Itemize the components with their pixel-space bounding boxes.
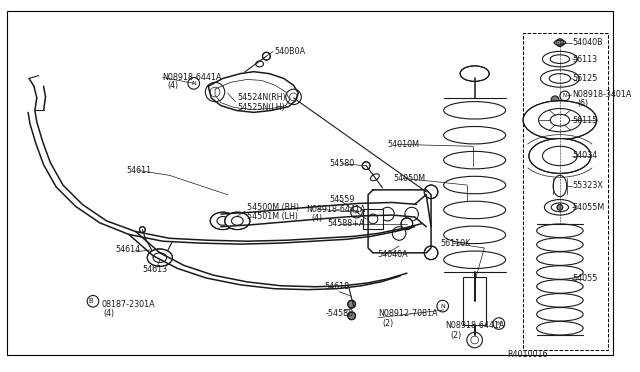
Text: 54050M: 54050M bbox=[394, 174, 426, 183]
Text: 54613: 54613 bbox=[142, 265, 168, 274]
Text: 54614: 54614 bbox=[115, 246, 140, 254]
Text: 54559: 54559 bbox=[330, 195, 355, 204]
Text: N: N bbox=[440, 304, 445, 309]
Text: (2): (2) bbox=[451, 331, 461, 340]
Text: 54611: 54611 bbox=[126, 166, 151, 175]
Text: 55323X: 55323X bbox=[573, 182, 604, 190]
Text: 54580: 54580 bbox=[330, 159, 355, 168]
Bar bbox=[463, 277, 486, 326]
Text: 54055: 54055 bbox=[573, 275, 598, 283]
Text: 54501M (LH): 54501M (LH) bbox=[247, 212, 298, 221]
Text: 54618: 54618 bbox=[324, 282, 349, 291]
Text: 56115: 56115 bbox=[573, 116, 598, 125]
Text: (6): (6) bbox=[577, 99, 588, 108]
Text: 08187-2301A: 08187-2301A bbox=[102, 300, 156, 309]
Ellipse shape bbox=[147, 249, 172, 266]
Circle shape bbox=[401, 218, 413, 230]
Text: 54040B: 54040B bbox=[573, 38, 603, 47]
Text: 56125: 56125 bbox=[573, 74, 598, 83]
Text: 54034: 54034 bbox=[573, 151, 598, 160]
Ellipse shape bbox=[460, 66, 489, 81]
Text: N: N bbox=[563, 93, 567, 99]
Bar bbox=[523, 33, 609, 350]
Ellipse shape bbox=[225, 212, 250, 230]
Circle shape bbox=[551, 96, 559, 104]
Text: N: N bbox=[354, 210, 359, 215]
Text: 54055M: 54055M bbox=[573, 203, 605, 212]
Text: N08918-3401A: N08918-3401A bbox=[573, 90, 632, 99]
Circle shape bbox=[557, 204, 563, 210]
Ellipse shape bbox=[210, 212, 236, 230]
Text: (4): (4) bbox=[311, 214, 322, 224]
Text: N08918-6441A: N08918-6441A bbox=[306, 205, 365, 214]
Text: N: N bbox=[497, 321, 501, 326]
Text: 56113: 56113 bbox=[573, 55, 598, 64]
Circle shape bbox=[362, 162, 370, 170]
Circle shape bbox=[424, 185, 438, 199]
Text: B: B bbox=[89, 298, 93, 304]
Text: 54588+A: 54588+A bbox=[328, 219, 365, 228]
Text: N08918-6441A: N08918-6441A bbox=[445, 321, 505, 330]
Text: 540B0A: 540B0A bbox=[274, 47, 305, 56]
Text: 54010M: 54010M bbox=[387, 140, 419, 149]
Text: 54040A: 54040A bbox=[378, 250, 408, 259]
Text: 54524N(RH): 54524N(RH) bbox=[237, 93, 286, 102]
Text: (4): (4) bbox=[104, 310, 115, 318]
Text: (4): (4) bbox=[168, 81, 179, 90]
Ellipse shape bbox=[523, 101, 596, 140]
Circle shape bbox=[556, 39, 564, 46]
Circle shape bbox=[424, 246, 438, 260]
Circle shape bbox=[140, 227, 145, 232]
Ellipse shape bbox=[529, 138, 591, 173]
Text: N08912-7081A: N08912-7081A bbox=[378, 310, 437, 318]
Text: 54500M (RH): 54500M (RH) bbox=[247, 203, 299, 212]
Circle shape bbox=[348, 312, 355, 320]
Text: N: N bbox=[191, 81, 196, 86]
Circle shape bbox=[262, 52, 270, 60]
Text: N08918-6441A: N08918-6441A bbox=[163, 73, 222, 82]
Text: -54588: -54588 bbox=[326, 310, 354, 318]
Text: (2): (2) bbox=[383, 319, 394, 328]
Text: 56110K: 56110K bbox=[441, 239, 471, 248]
Circle shape bbox=[348, 300, 355, 308]
Text: R4010016: R4010016 bbox=[508, 350, 548, 359]
Text: 54525N(LH): 54525N(LH) bbox=[237, 103, 285, 112]
Bar bbox=[364, 209, 383, 229]
